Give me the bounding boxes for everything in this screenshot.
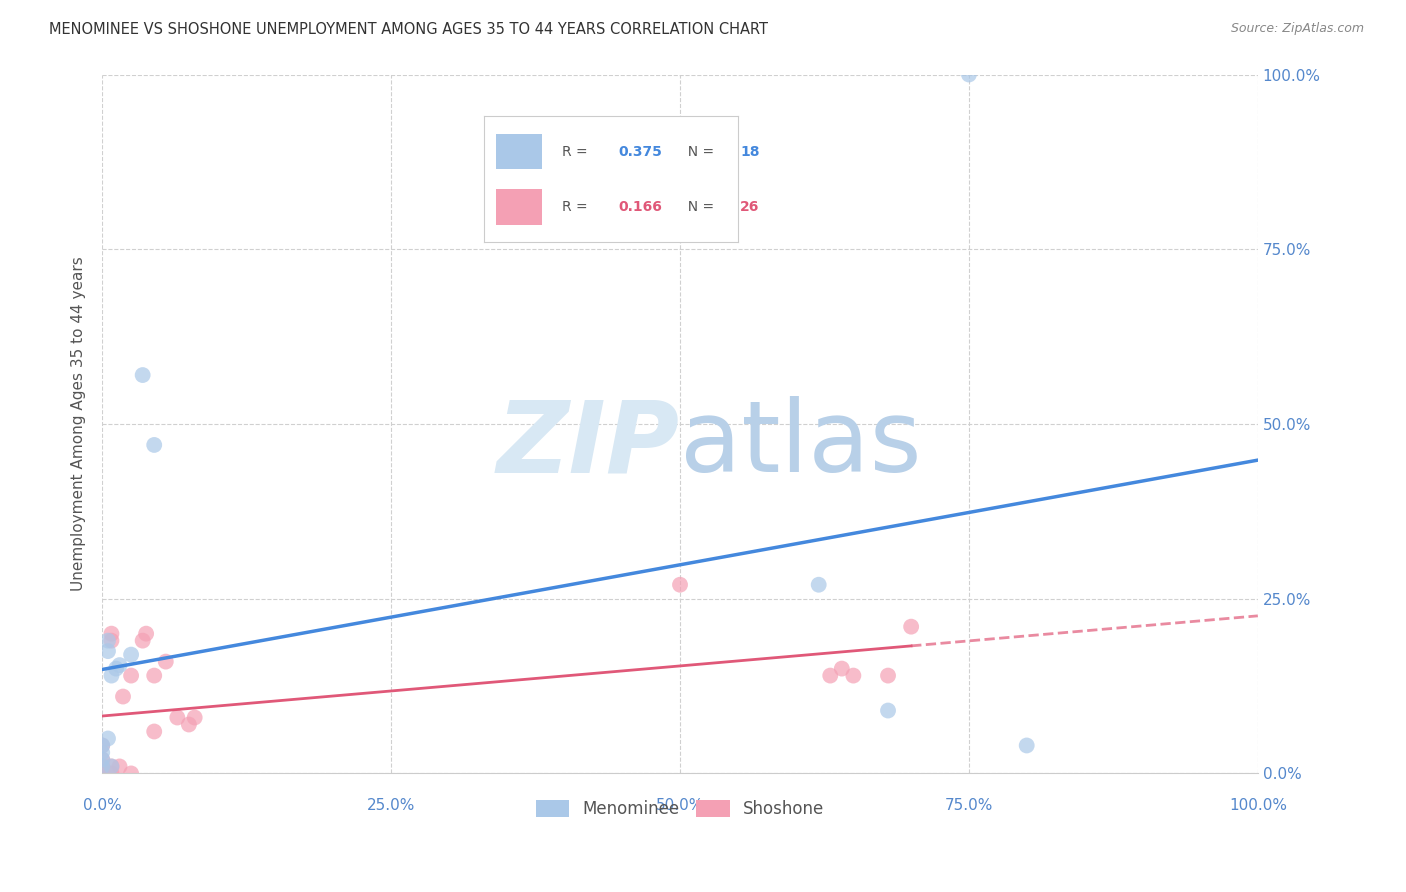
Point <box>100 759 122 773</box>
Point <box>877 668 900 682</box>
Point <box>155 655 177 669</box>
Point <box>108 759 131 773</box>
Point <box>100 633 122 648</box>
Point <box>131 633 153 648</box>
Text: 75.0%: 75.0% <box>945 798 993 814</box>
Point <box>143 438 166 452</box>
Point <box>957 68 980 82</box>
Point <box>91 759 114 773</box>
Point <box>111 690 134 704</box>
Point <box>877 704 900 718</box>
Point <box>91 752 114 766</box>
Point <box>177 717 200 731</box>
Point <box>135 626 157 640</box>
Text: 100.0%: 100.0% <box>1229 798 1286 814</box>
Text: 25.0%: 25.0% <box>367 798 415 814</box>
Text: 0.0%: 0.0% <box>83 798 121 814</box>
Point <box>91 739 114 753</box>
Point <box>100 626 122 640</box>
Point <box>120 648 142 662</box>
Point <box>143 724 166 739</box>
Point <box>120 668 142 682</box>
Point <box>820 668 842 682</box>
Text: Source: ZipAtlas.com: Source: ZipAtlas.com <box>1230 22 1364 36</box>
Point <box>900 620 922 634</box>
Text: MENOMINEE VS SHOSHONE UNEMPLOYMENT AMONG AGES 35 TO 44 YEARS CORRELATION CHART: MENOMINEE VS SHOSHONE UNEMPLOYMENT AMONG… <box>49 22 768 37</box>
Point <box>183 710 205 724</box>
Point <box>91 746 114 760</box>
Text: ZIP: ZIP <box>498 396 681 493</box>
Text: 50.0%: 50.0% <box>655 798 704 814</box>
Point <box>131 368 153 382</box>
Point <box>97 731 120 746</box>
Point <box>669 578 692 592</box>
Point <box>91 739 114 753</box>
Point <box>1015 739 1038 753</box>
Point <box>91 752 114 766</box>
Point <box>91 766 114 780</box>
Point <box>120 766 142 780</box>
Point <box>97 633 120 648</box>
Point <box>108 658 131 673</box>
Point <box>831 662 853 676</box>
Point <box>91 759 114 773</box>
Point <box>143 668 166 682</box>
Point <box>105 662 128 676</box>
Legend: Menominee, Shoshone: Menominee, Shoshone <box>529 793 831 824</box>
Point <box>807 578 830 592</box>
Point <box>100 668 122 682</box>
Point <box>166 710 188 724</box>
Point <box>97 644 120 658</box>
Point <box>100 759 122 773</box>
Text: atlas: atlas <box>681 396 922 493</box>
Y-axis label: Unemployment Among Ages 35 to 44 years: Unemployment Among Ages 35 to 44 years <box>72 257 86 591</box>
Point <box>842 668 865 682</box>
Point <box>100 766 122 780</box>
